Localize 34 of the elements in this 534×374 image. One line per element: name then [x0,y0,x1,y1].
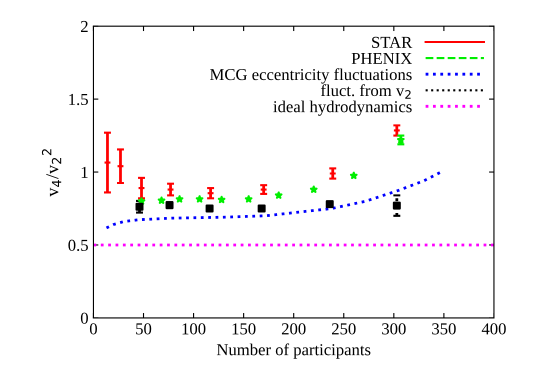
point [310,186,318,193]
x-axis-title: Number of participants [216,343,370,359]
point [350,172,358,180]
point [218,196,226,204]
y-axis-title: v$_{4}$/v$_{2}$$^{2}$ [42,149,62,197]
point [196,195,204,203]
point [258,204,266,212]
y-tick-label: 1 [82,166,88,178]
point [392,202,401,210]
x-tick-label: 200 [282,323,306,334]
point [326,200,334,208]
x-tick-label: 150 [232,323,256,334]
y-tick-label: 0 [80,312,88,324]
point [158,196,166,204]
x-tick-label: 400 [482,323,506,334]
point [274,191,283,199]
legend-label: MCG eccentricity fluctuations [210,68,412,84]
y-tick-label: 1.5 [69,94,88,106]
point [206,204,214,212]
x-tick-label: 300 [382,323,406,334]
point [136,202,144,211]
legend-label: PHENIX [352,52,412,64]
point [244,195,252,203]
x-tick-label: 50 [136,323,152,334]
point [176,195,184,203]
y-tick-label: 0.5 [68,240,88,251]
x-tick-label: 250 [332,323,356,334]
legend-label: fluct. from v$_{2}$ [320,84,411,99]
legend-label: ideal hydrodynamics [273,100,412,116]
x-tick-label: 350 [432,323,456,334]
x-tick-label: 0 [90,323,97,334]
legend-label: STAR [372,36,412,48]
y-tick-label: 2 [80,20,88,32]
x-tick-label: 100 [182,323,206,334]
